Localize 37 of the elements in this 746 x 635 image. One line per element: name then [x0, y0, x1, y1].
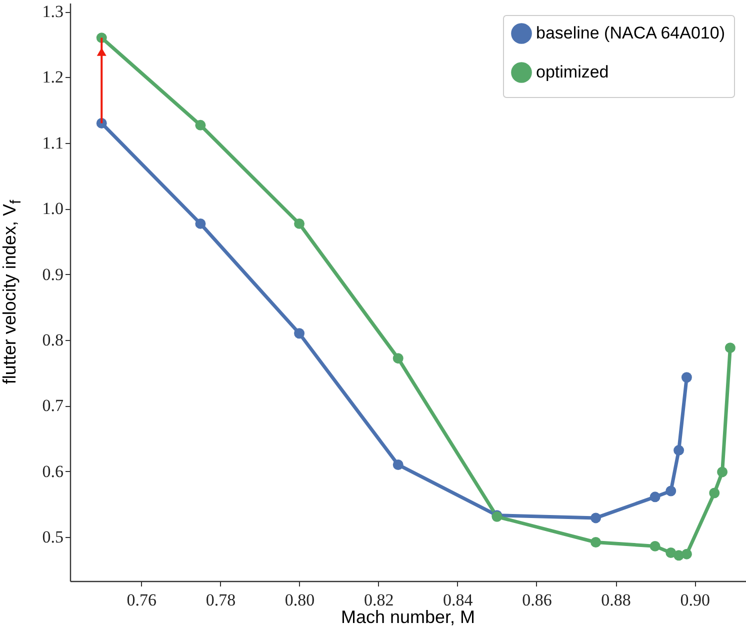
x-tick-label: 0.88 — [601, 590, 631, 610]
point — [195, 120, 206, 130]
x-tick-label: 0.90 — [680, 590, 710, 610]
point — [674, 445, 684, 456]
x-tick-label: 0.86 — [522, 590, 552, 610]
y-tick-label: 1.2 — [42, 68, 64, 87]
point — [294, 218, 305, 229]
y-tick-label: 1.0 — [42, 199, 64, 218]
y-tick-label: 0.9 — [42, 264, 64, 284]
point — [195, 218, 206, 229]
legend-label: baseline (NACA 64A010) — [536, 24, 726, 42]
x-tick-label: 0.78 — [206, 590, 236, 610]
x-tick-label: 0.80 — [284, 590, 315, 610]
y-tick-label: 1.3 — [42, 2, 64, 22]
x-tick-label: 0.76 — [126, 590, 157, 610]
y-tick-label: 0.7 — [42, 396, 64, 416]
point — [666, 486, 676, 496]
point — [392, 353, 404, 364]
y-tick-label: 0.6 — [42, 462, 64, 481]
y-tick-label: 0.5 — [42, 527, 64, 546]
legend-label: optimized — [536, 62, 609, 82]
point — [392, 460, 404, 470]
point — [294, 328, 305, 339]
point — [717, 466, 728, 478]
point — [590, 512, 602, 524]
point — [681, 548, 692, 560]
point — [650, 540, 660, 552]
point — [681, 372, 692, 383]
point — [724, 342, 736, 354]
point — [590, 537, 602, 548]
x-tick-label: 0.84 — [443, 590, 474, 610]
point — [650, 492, 660, 502]
y-tick-label: 0.8 — [42, 330, 64, 350]
x-axis-title: Mach number, M — [340, 607, 476, 628]
y-tick-label: 1.1 — [42, 133, 64, 152]
x-tick-label: 0.82 — [364, 590, 394, 610]
point — [709, 488, 720, 498]
